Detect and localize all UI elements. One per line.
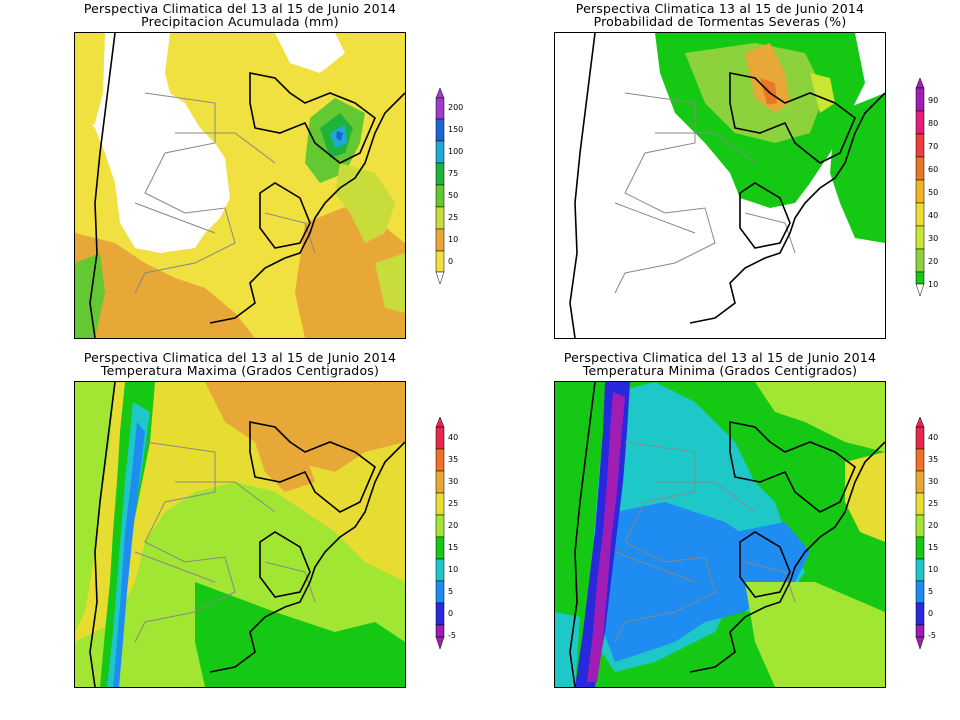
legend-label: 5 [928,587,933,596]
legend-label: 90 [928,96,938,105]
legend-label: 5 [448,587,453,596]
panel-title: Perspectiva Climatica 13 al 15 de Junio … [510,2,930,28]
title-line-2: Precipitacion Acumulada (mm) [141,14,339,29]
legend-label: 0 [928,609,933,618]
title-line-2: Probabilidad de Tormentas Severas (%) [593,14,847,29]
legend-label: 0 [448,257,453,266]
legend-label: 10 [448,235,458,244]
legend-label: 25 [448,213,458,222]
storms-colorbar: 90 80 70 60 50 40 30 20 10 [915,77,960,298]
legend-label: 40 [448,433,458,442]
panel-title: Perspectiva Climatica del 13 al 15 de Ju… [510,351,930,377]
legend-label: 15 [448,543,458,552]
max-temperature-map [74,381,406,688]
title-line-2: Temperatura Maxima (Grados Centigrados) [100,363,380,378]
legend-label: 50 [928,188,938,197]
legend-label: 25 [448,499,458,508]
storms-map [554,32,886,339]
legend-label: 30 [928,234,938,243]
legend-label: 60 [928,165,938,174]
legend-label: 15 [928,543,938,552]
legend-label: 30 [448,477,458,486]
title-line-1: Perspectiva Climatica del 13 al 15 de Ju… [83,1,397,16]
legend-label: 50 [448,191,458,200]
panel-title: Perspectiva Climatica del 13 al 15 de Ju… [30,351,450,377]
legend-label: 35 [928,455,938,464]
min-temperature-colorbar: 40 35 30 25 20 15 10 5 0 -5 [915,416,960,657]
legend-label: 40 [928,211,938,220]
legend-label: 25 [928,499,938,508]
panel-title: Perspectiva Climatica del 13 al 15 de Ju… [30,2,450,28]
legend-label: 40 [928,433,938,442]
legend-label: 10 [928,280,938,289]
legend-label: 200 [448,103,463,112]
legend-label: -5 [448,631,456,640]
legend-label: 100 [448,147,463,156]
legend-label: 0 [448,609,453,618]
title-line-1: Perspectiva Climatica del 13 al 15 de Ju… [83,350,397,365]
legend-label: 75 [448,169,458,178]
legend-label: -5 [928,631,936,640]
precipitation-colorbar: 200 150 100 75 50 25 10 0 [435,87,486,288]
max-temperature-colorbar: 40 35 30 25 20 15 10 5 0 -5 [435,416,486,657]
legend-label: 35 [448,455,458,464]
title-line-1: Perspectiva Climatica del 13 al 15 de Ju… [563,350,877,365]
legend-label: 20 [928,257,938,266]
min-temperature-map [554,381,886,688]
legend-label: 150 [448,125,463,134]
legend-label: 20 [928,521,938,530]
precipitation-map [74,32,406,339]
legend-label: 80 [928,119,938,128]
title-line-2: Temperatura Minima (Grados Centigrados) [582,363,858,378]
legend-label: 30 [928,477,938,486]
title-line-1: Perspectiva Climatica 13 al 15 de Junio … [575,1,865,16]
legend-label: 10 [448,565,458,574]
legend-label: 20 [448,521,458,530]
legend-label: 70 [928,142,938,151]
legend-label: 10 [928,565,938,574]
